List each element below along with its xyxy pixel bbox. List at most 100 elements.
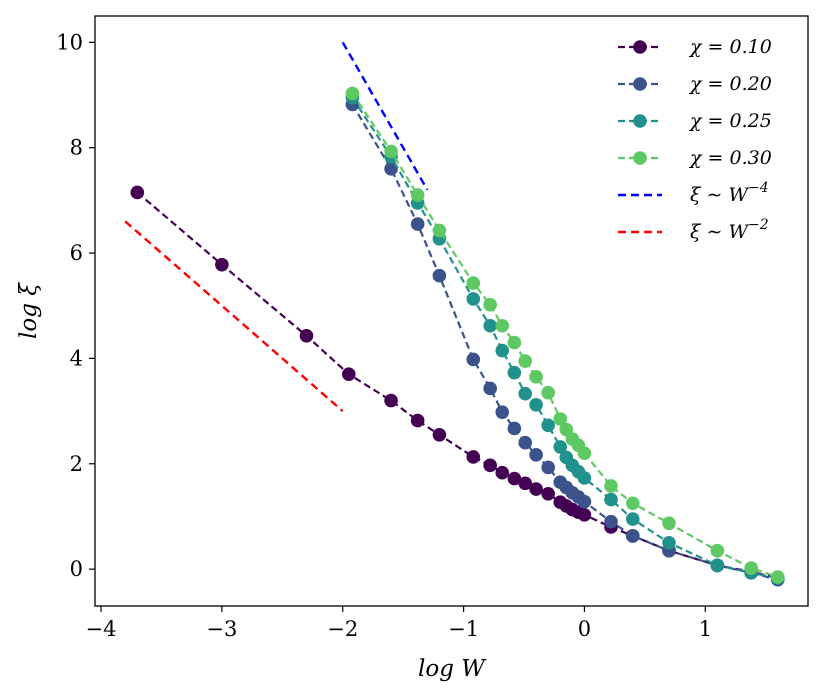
y-axis-label: log ξ bbox=[16, 282, 42, 339]
data-point-0-9 bbox=[495, 465, 510, 480]
legend-label-5: ξ ∼ W−2 bbox=[690, 217, 769, 243]
x-tick-label-2: −2 bbox=[327, 617, 358, 641]
data-point-0-3 bbox=[341, 367, 356, 382]
data-point-2-19 bbox=[710, 558, 725, 573]
legend-marker-0 bbox=[633, 40, 647, 54]
series-line-4 bbox=[341, 41, 429, 191]
y-tick-label-0: 0 bbox=[70, 557, 83, 581]
data-point-1-9 bbox=[529, 448, 543, 462]
data-point-2-9 bbox=[529, 397, 543, 412]
plot-frame bbox=[94, 15, 809, 607]
data-point-1-15 bbox=[577, 494, 592, 509]
data-point-0-10 bbox=[507, 471, 522, 486]
data-point-3-6 bbox=[495, 318, 510, 333]
data-point-0-1 bbox=[215, 257, 229, 272]
data-point-0-2 bbox=[299, 328, 314, 343]
data-point-0-4 bbox=[384, 393, 398, 408]
legend-label-sup-5: −2 bbox=[748, 217, 769, 233]
data-point-3-5 bbox=[483, 297, 497, 312]
data-point-0-8 bbox=[483, 458, 497, 473]
legend-marker-3 bbox=[633, 151, 647, 165]
data-point-2-8 bbox=[518, 386, 533, 401]
legend: χ = 0.10χ = 0.20χ = 0.25χ = 0.30ξ ∼ W−4ξ… bbox=[618, 36, 772, 243]
x-axis-label: log W bbox=[418, 656, 487, 682]
data-point-3-16 bbox=[604, 479, 618, 493]
data-point-2-17 bbox=[625, 512, 640, 526]
data-point-3-19 bbox=[710, 543, 725, 558]
series-line-1 bbox=[351, 103, 779, 581]
data-point-2-6 bbox=[495, 343, 510, 358]
legend-label-1: χ = 0.20 bbox=[688, 73, 772, 95]
data-point-3-4 bbox=[466, 276, 481, 290]
data-point-3-0 bbox=[345, 86, 360, 101]
data-point-2-15 bbox=[577, 471, 592, 485]
data-point-2-7 bbox=[507, 365, 522, 380]
data-point-3-8 bbox=[518, 354, 533, 368]
data-point-1-7 bbox=[507, 421, 522, 436]
data-point-1-8 bbox=[518, 435, 533, 450]
data-point-2-5 bbox=[483, 318, 497, 333]
data-point-1-4 bbox=[466, 352, 481, 367]
legend-label-base-4: ξ ∼ W bbox=[690, 184, 749, 206]
legend-label-base-5: ξ ∼ W bbox=[690, 221, 749, 243]
data-point-2-16 bbox=[604, 492, 618, 507]
data-point-0-5 bbox=[410, 413, 425, 428]
data-point-3-9 bbox=[529, 370, 543, 384]
series-line-0 bbox=[136, 191, 779, 580]
series-line-5 bbox=[124, 220, 344, 413]
data-point-0-18 bbox=[577, 508, 592, 522]
legend-label-2: χ = 0.25 bbox=[688, 110, 772, 132]
x-tick-label-3: −1 bbox=[448, 617, 479, 641]
data-point-1-5 bbox=[483, 381, 497, 396]
data-point-1-3 bbox=[432, 268, 447, 283]
data-point-3-7 bbox=[507, 335, 522, 350]
series-line-2 bbox=[351, 97, 779, 580]
data-point-3-10 bbox=[541, 385, 555, 400]
data-point-3-21 bbox=[770, 570, 785, 584]
data-point-1-17 bbox=[625, 529, 640, 543]
data-point-3-2 bbox=[410, 188, 425, 202]
x-tick-label-5: 1 bbox=[699, 617, 712, 641]
data-point-1-16 bbox=[604, 514, 618, 529]
x-tick-label-4: 0 bbox=[578, 617, 591, 641]
data-point-0-7 bbox=[466, 450, 481, 464]
series-line-3 bbox=[351, 92, 779, 579]
legend-label-3: χ = 0.30 bbox=[688, 147, 772, 169]
data-point-2-11 bbox=[553, 440, 568, 454]
legend-label-sup-4: −4 bbox=[748, 180, 769, 196]
data-point-3-17 bbox=[625, 496, 640, 511]
legend-marker-2 bbox=[633, 114, 647, 128]
data-point-2-18 bbox=[662, 535, 676, 550]
y-tick-label-5: 10 bbox=[56, 30, 83, 54]
legend-marker-1 bbox=[633, 77, 647, 91]
data-point-0-11 bbox=[518, 476, 533, 491]
data-point-0-13 bbox=[541, 486, 555, 501]
data-point-1-1 bbox=[384, 161, 398, 176]
data-point-3-15 bbox=[577, 446, 592, 461]
data-point-2-4 bbox=[466, 292, 481, 306]
legend-label-0: χ = 0.10 bbox=[688, 36, 772, 58]
y-tick-label-4: 8 bbox=[70, 136, 83, 160]
y-tick-label-1: 2 bbox=[70, 452, 83, 476]
plot-area bbox=[124, 41, 785, 587]
legend-label-4: ξ ∼ W−4 bbox=[690, 180, 769, 206]
x-tick-label-1: −3 bbox=[206, 617, 237, 641]
x-tick-label-0: −4 bbox=[86, 617, 117, 641]
data-point-0-0 bbox=[130, 185, 145, 200]
y-tick-label-2: 4 bbox=[70, 346, 83, 370]
series-group bbox=[124, 41, 785, 587]
data-point-3-18 bbox=[662, 516, 676, 531]
data-point-2-10 bbox=[541, 418, 555, 433]
data-point-0-12 bbox=[529, 482, 543, 496]
y-tick-label-3: 6 bbox=[70, 241, 83, 265]
data-point-0-6 bbox=[432, 427, 447, 442]
data-point-3-1 bbox=[384, 144, 398, 159]
data-point-1-2 bbox=[410, 217, 425, 231]
data-point-3-20 bbox=[744, 561, 759, 575]
data-point-3-3 bbox=[432, 223, 447, 238]
data-point-1-10 bbox=[541, 460, 555, 475]
data-point-3-11 bbox=[553, 412, 568, 426]
data-point-1-6 bbox=[495, 405, 510, 419]
